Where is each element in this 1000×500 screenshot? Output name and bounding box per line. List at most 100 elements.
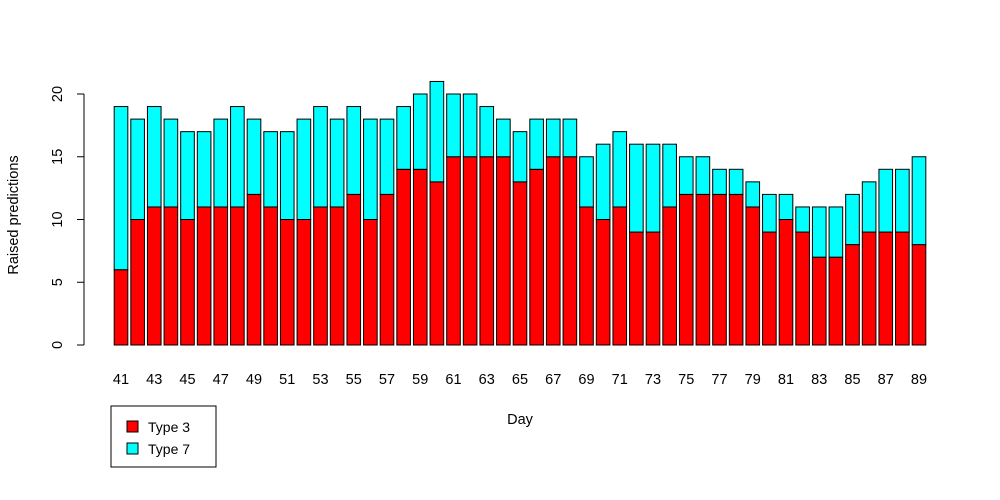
bar-type-7-day-47 — [213, 118, 229, 208]
bar-type-7-day-64 — [496, 118, 511, 158]
bar-type-3-day-49 — [246, 193, 262, 346]
bar-type-3-day-60 — [429, 181, 445, 346]
bar-type-3-day-71 — [612, 206, 628, 346]
legend-swatch-type-7 — [126, 442, 139, 455]
bar-type-3-day-79 — [745, 206, 761, 346]
bar-type-7-day-58 — [396, 106, 411, 170]
x-tick-label: 53 — [312, 372, 328, 388]
bar-type-3-day-75 — [678, 193, 694, 346]
bar-type-7-day-63 — [479, 106, 495, 158]
bar-type-3-day-72 — [629, 231, 644, 346]
x-tick-label: 81 — [778, 372, 794, 388]
bar-type-7-day-52 — [296, 118, 312, 220]
legend-box — [110, 405, 217, 468]
bar-type-3-day-76 — [695, 193, 711, 346]
legend: Type 3 Type 7 — [110, 405, 217, 468]
x-tick-label: 45 — [179, 372, 195, 388]
bars-layer — [113, 80, 927, 346]
legend-label-type-7: Type 7 — [148, 441, 190, 457]
bar-type-7-day-57 — [379, 118, 395, 195]
x-axis-title: Day — [507, 412, 534, 428]
x-tick-label: 57 — [379, 372, 395, 388]
bar-type-7-day-67 — [545, 118, 561, 158]
x-tick-label: 49 — [246, 372, 262, 388]
bar-type-3-day-86 — [861, 231, 877, 346]
y-tick-label: 5 — [50, 278, 66, 286]
bar-type-3-day-80 — [762, 231, 777, 346]
bar-type-7-day-75 — [678, 156, 694, 195]
bar-type-7-day-74 — [662, 143, 677, 208]
bar-type-7-day-49 — [246, 118, 262, 195]
bar-type-3-day-51 — [279, 219, 295, 346]
bar-type-7-day-78 — [728, 168, 744, 195]
x-tick-label: 41 — [113, 372, 129, 388]
bar-type-7-day-87 — [878, 168, 894, 233]
bar-type-3-day-81 — [778, 219, 794, 346]
bar-type-3-day-88 — [895, 231, 910, 346]
bar-type-3-day-74 — [662, 206, 677, 346]
bar-type-3-day-78 — [728, 193, 744, 346]
bar-type-3-day-58 — [396, 168, 411, 346]
x-tick-label: 85 — [844, 372, 860, 388]
bar-type-3-day-73 — [645, 231, 661, 346]
bar-type-3-day-68 — [562, 156, 578, 346]
bar-type-3-day-77 — [712, 193, 727, 346]
bar-type-7-day-48 — [230, 106, 245, 208]
x-tick-label: 43 — [146, 372, 162, 388]
bar-type-7-day-84 — [828, 206, 844, 258]
bar-type-3-day-69 — [579, 206, 594, 346]
x-tick-label: 83 — [811, 372, 827, 388]
bar-type-3-day-87 — [878, 231, 894, 346]
bar-type-7-day-55 — [346, 106, 362, 195]
x-tick-label: 67 — [545, 372, 561, 388]
bar-type-3-day-42 — [130, 219, 145, 346]
x-tick-label: 77 — [711, 372, 727, 388]
x-tick-label: 75 — [678, 372, 694, 388]
bar-type-3-day-43 — [146, 206, 162, 346]
bar-type-7-day-50 — [263, 131, 278, 208]
y-tick-label: 0 — [50, 341, 66, 349]
x-tick-label: 63 — [479, 372, 495, 388]
bar-type-7-day-89 — [911, 156, 927, 246]
x-tick-label: 61 — [445, 372, 461, 388]
bar-type-3-day-84 — [828, 256, 844, 346]
bar-type-7-day-80 — [762, 193, 777, 233]
bar-type-3-day-54 — [329, 206, 345, 346]
bar-type-7-day-59 — [412, 93, 428, 170]
legend-label-type-3: Type 3 — [148, 419, 190, 435]
bar-type-3-day-59 — [412, 168, 428, 346]
x-tick-label: 73 — [645, 372, 661, 388]
x-tick-label: 59 — [412, 372, 428, 388]
bar-type-3-day-82 — [795, 231, 810, 346]
bar-type-7-day-72 — [629, 143, 644, 233]
bar-type-7-day-83 — [811, 206, 827, 258]
bar-type-3-day-44 — [163, 206, 179, 346]
x-axis-tick-labels: 41 43 45 47 49 51 53 55 57 59 61 63 65 67 69 71 73 75 77 79… — [113, 372, 927, 388]
bar-type-7-day-62 — [462, 93, 478, 158]
bar-type-3-day-85 — [845, 244, 860, 346]
bar-type-3-day-55 — [346, 193, 362, 346]
bar-type-7-day-66 — [529, 118, 544, 170]
bar-type-3-day-67 — [545, 156, 561, 346]
bar-type-3-day-45 — [180, 219, 195, 346]
x-tick-label: 69 — [578, 372, 594, 388]
bar-type-7-day-61 — [446, 93, 461, 158]
bar-type-3-day-48 — [230, 206, 245, 346]
bar-type-7-day-73 — [645, 143, 661, 233]
x-tick-label: 71 — [612, 372, 628, 388]
bar-type-7-day-79 — [745, 181, 761, 208]
bar-type-3-day-64 — [496, 156, 511, 346]
bar-type-3-day-47 — [213, 206, 229, 346]
x-tick-label: 65 — [512, 372, 528, 388]
bar-type-3-day-52 — [296, 219, 312, 346]
bar-type-7-day-43 — [146, 106, 162, 208]
bar-type-7-day-41 — [113, 106, 129, 271]
bar-type-7-day-69 — [579, 156, 594, 208]
x-tick-label: 51 — [279, 372, 295, 388]
bar-type-3-day-41 — [113, 269, 129, 346]
y-axis-title: Raised predictions — [6, 155, 22, 274]
bar-type-3-day-83 — [811, 256, 827, 346]
bar-type-3-day-89 — [911, 244, 927, 346]
bar-type-7-day-44 — [163, 118, 179, 208]
bar-type-7-day-86 — [861, 181, 877, 233]
